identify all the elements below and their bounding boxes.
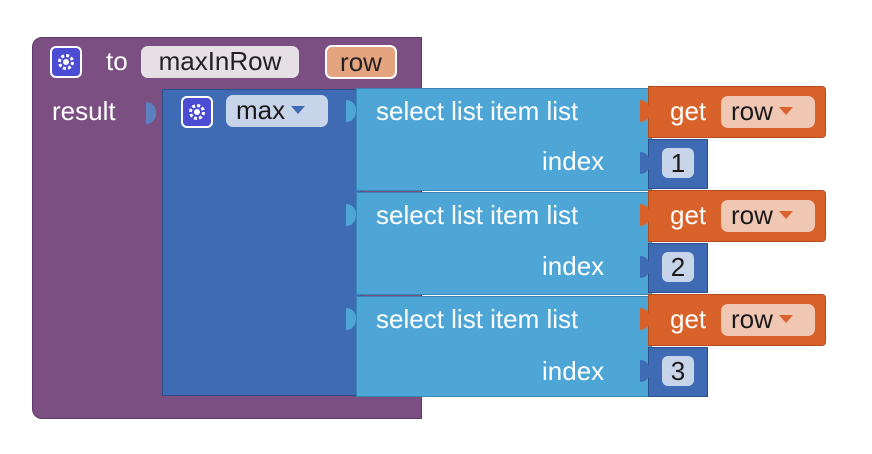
select-list-item-block[interactable] (356, 296, 652, 397)
variable-dropdown[interactable]: row (721, 200, 815, 232)
get-connector (640, 100, 650, 122)
select-connector (346, 100, 356, 122)
gear-icon[interactable] (50, 46, 82, 78)
get-connector (640, 204, 650, 226)
variable-name: row (731, 200, 773, 230)
number-connector (640, 360, 650, 382)
result-label: result (52, 96, 116, 126)
max-label: max (236, 95, 286, 125)
number-connector (640, 256, 650, 278)
select-list-item-block[interactable] (356, 88, 652, 191)
select-connector (346, 308, 356, 330)
chevron-down-icon (778, 315, 793, 324)
procedure-name-field[interactable]: maxInRow (141, 46, 299, 78)
variable-name: row (731, 304, 773, 334)
procedure-keyword: to (106, 46, 128, 76)
chevron-down-icon (778, 211, 793, 220)
select-list-item-label: select list item list (376, 304, 579, 334)
index-value[interactable]: 1 (662, 148, 694, 178)
chevron-down-icon (778, 107, 793, 116)
variable-name: row (731, 96, 773, 126)
chevron-down-icon (291, 106, 306, 115)
index-value[interactable]: 3 (662, 356, 694, 386)
index-label: index (542, 356, 605, 386)
index-label: index (542, 251, 605, 281)
get-connector (640, 308, 650, 330)
max-dropdown[interactable]: max (226, 95, 328, 127)
max-gear-icon[interactable] (181, 96, 213, 128)
index-label: index (542, 146, 605, 176)
get-label: get (670, 96, 707, 126)
max-block[interactable] (162, 89, 362, 396)
result-socket (146, 102, 156, 124)
select-list-item-label: select list item list (376, 96, 579, 126)
select-list-item-label: select list item list (376, 200, 579, 230)
select-list-item-block[interactable] (356, 192, 652, 295)
get-label: get (670, 200, 707, 230)
select-connector (346, 204, 356, 226)
param-row[interactable]: row (325, 45, 397, 79)
variable-dropdown[interactable]: row (721, 304, 815, 336)
index-value[interactable]: 2 (662, 252, 694, 282)
variable-dropdown[interactable]: row (721, 96, 815, 128)
number-connector (640, 152, 650, 174)
get-label: get (670, 304, 707, 334)
